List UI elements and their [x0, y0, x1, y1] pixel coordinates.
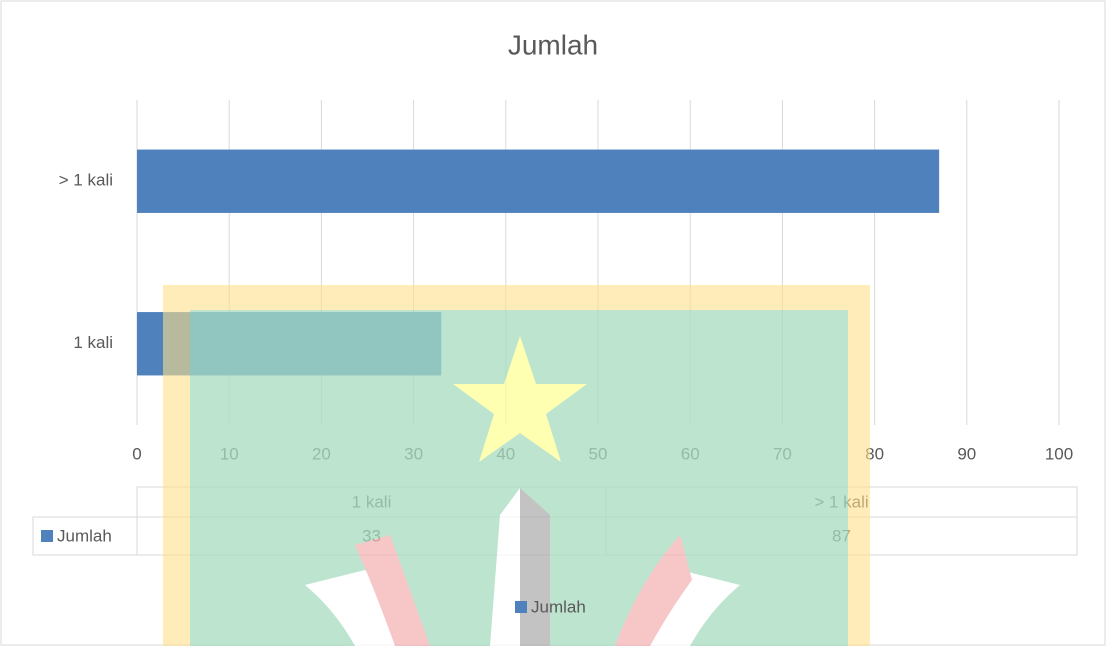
- chart: Jumlah 01020304050607080901001 kali> 1 k…: [0, 0, 1106, 646]
- y-tick-label: > 1 kali: [59, 171, 113, 190]
- legend-label: Jumlah: [531, 597, 586, 616]
- x-tick-label: 100: [1045, 444, 1073, 463]
- bar: [137, 150, 939, 213]
- x-tick-label: 0: [132, 444, 141, 463]
- watermark: [163, 285, 870, 646]
- y-tick-label: 1 kali: [73, 333, 113, 352]
- table-series-name: Jumlah: [57, 526, 112, 545]
- x-tick-label: 90: [957, 444, 976, 463]
- legend-key: [515, 601, 527, 613]
- chart-title: Jumlah: [508, 29, 598, 60]
- table-legend-key: [41, 530, 53, 542]
